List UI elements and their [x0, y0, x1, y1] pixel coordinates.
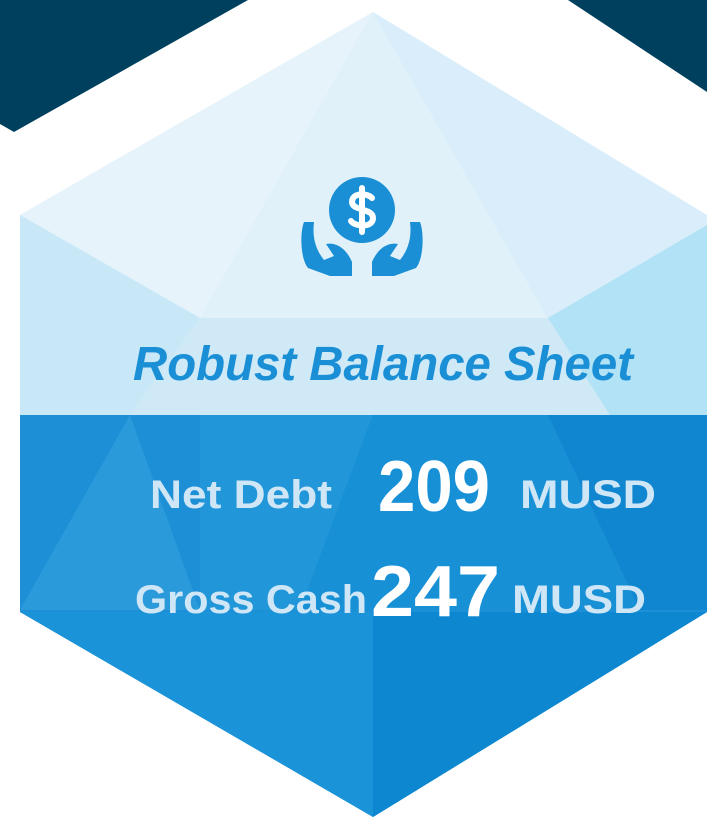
metric-value: 247 — [371, 552, 500, 632]
title: Robust Balance Sheet — [133, 338, 635, 391]
facet — [200, 415, 373, 610]
facet — [300, 415, 640, 610]
facet — [373, 12, 707, 415]
money-hands-icon — [301, 177, 423, 276]
facet — [373, 612, 707, 817]
metric-value: 209 — [378, 447, 490, 527]
metric-label: Net Debt — [150, 473, 332, 517]
corner-left — [0, 0, 248, 132]
metric-unit: MUSD — [512, 578, 646, 622]
facet — [20, 415, 200, 610]
facet — [20, 215, 200, 415]
right-hand — [372, 222, 423, 276]
facet — [20, 12, 373, 318]
left-hand — [301, 222, 352, 276]
corner-right — [568, 0, 707, 92]
facet — [20, 612, 373, 817]
dollar-sign — [348, 185, 377, 235]
facet — [548, 415, 707, 610]
metric-label: Gross Cash — [135, 578, 367, 622]
hexagon — [20, 12, 707, 817]
facet — [200, 12, 548, 318]
facet — [130, 318, 610, 415]
metric-unit: MUSD — [520, 473, 656, 517]
